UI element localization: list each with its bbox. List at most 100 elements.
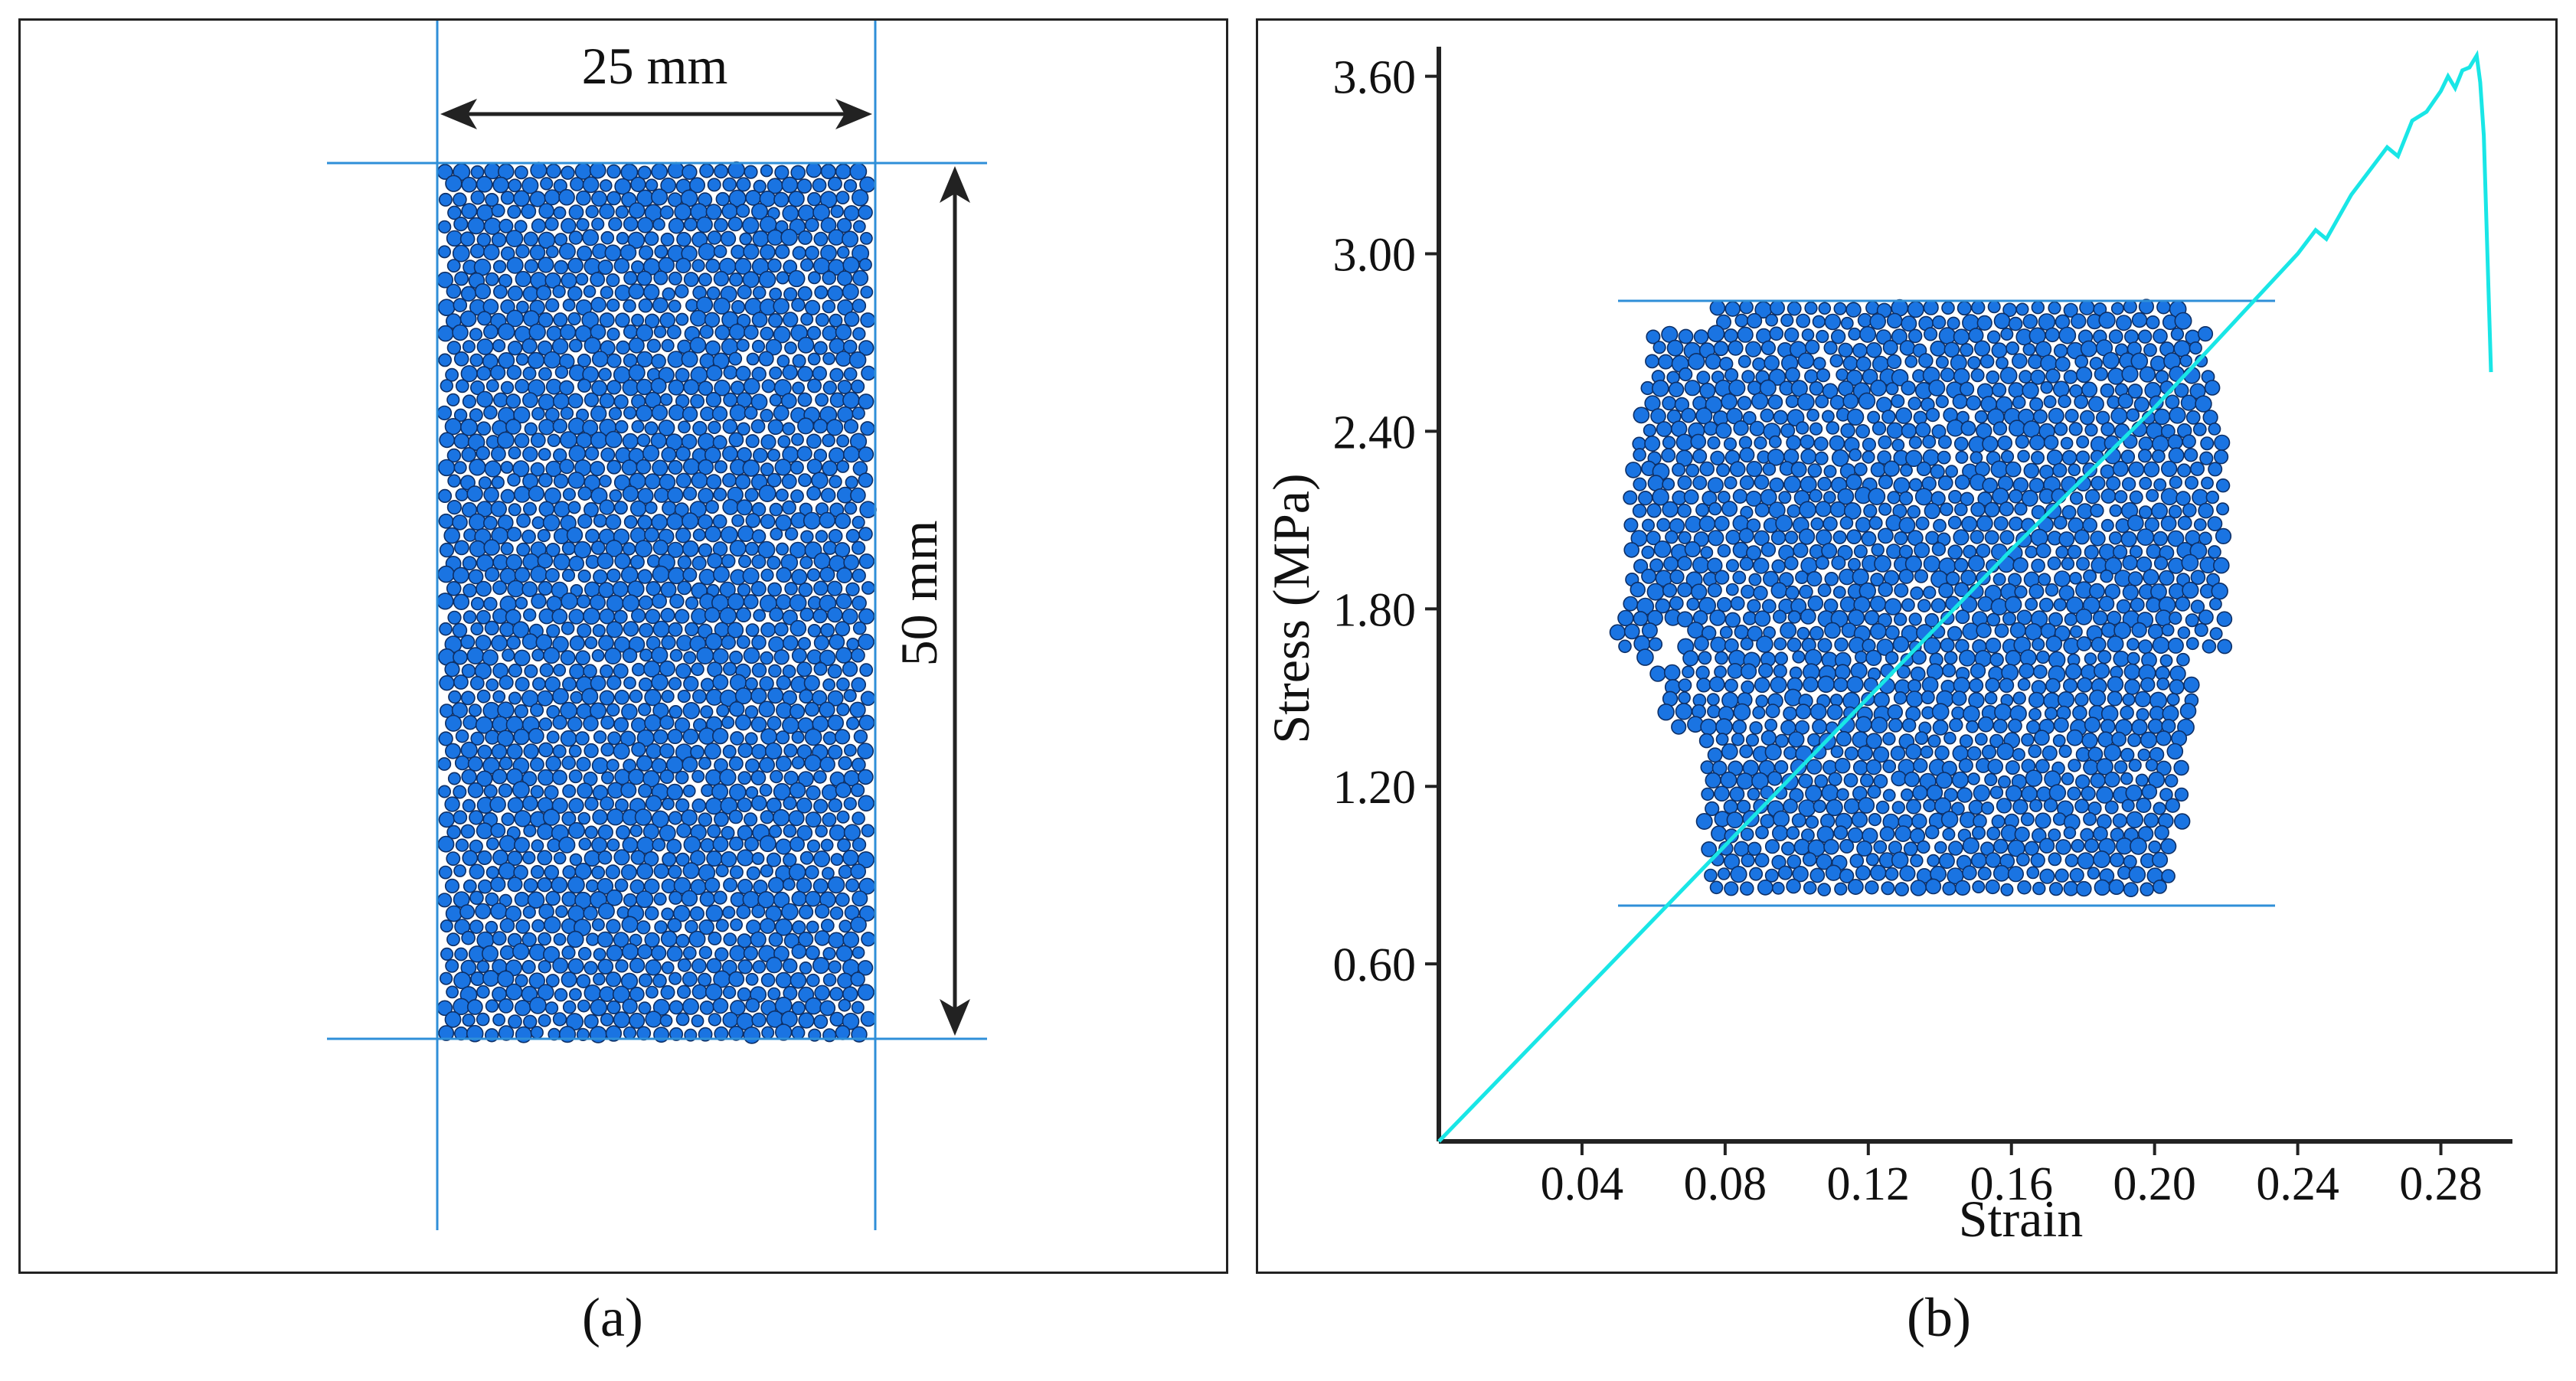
particle xyxy=(1877,450,1892,465)
particle xyxy=(462,1013,476,1027)
particle xyxy=(704,769,722,786)
particle xyxy=(769,502,783,517)
particle xyxy=(1888,718,1903,733)
particle xyxy=(2061,449,2077,465)
particle xyxy=(508,503,521,517)
particle xyxy=(729,650,744,664)
particle xyxy=(682,540,699,557)
particle xyxy=(751,1012,767,1028)
particle xyxy=(2042,745,2058,761)
particle xyxy=(1855,716,1872,733)
particle xyxy=(1832,530,1847,544)
particle xyxy=(672,904,691,922)
particle xyxy=(623,621,639,637)
particle xyxy=(1771,881,1785,895)
particle xyxy=(2055,545,2069,559)
particle xyxy=(446,824,461,840)
particle xyxy=(769,366,783,380)
particle xyxy=(1819,813,1836,829)
particle xyxy=(2153,531,2169,547)
particle xyxy=(545,890,561,906)
particle xyxy=(514,165,528,180)
particle xyxy=(567,716,583,732)
particle xyxy=(1910,586,1924,600)
particle xyxy=(1934,841,1947,854)
particle xyxy=(1865,880,1879,895)
particle xyxy=(767,987,781,1001)
particle xyxy=(483,217,502,235)
particle xyxy=(507,286,524,302)
particle xyxy=(527,891,545,909)
particle xyxy=(599,393,615,409)
particle xyxy=(682,756,698,773)
particle xyxy=(482,243,500,261)
particle xyxy=(690,745,705,759)
particle xyxy=(1937,475,1953,491)
particle xyxy=(1721,691,1739,709)
particle xyxy=(2197,326,2214,342)
particle xyxy=(714,379,731,397)
particle xyxy=(605,540,623,557)
particle xyxy=(2189,542,2208,560)
particle xyxy=(1715,651,1729,665)
particle xyxy=(1817,883,1832,896)
particle xyxy=(1741,370,1755,384)
particle xyxy=(552,957,569,974)
particle xyxy=(807,352,821,366)
particle xyxy=(668,217,685,234)
particle xyxy=(714,758,728,773)
particle xyxy=(701,784,714,798)
particle xyxy=(1709,880,1724,895)
particle xyxy=(1868,812,1882,827)
particle xyxy=(798,771,814,788)
particle xyxy=(446,341,462,355)
particle xyxy=(469,890,484,906)
particle xyxy=(1910,854,1924,868)
particle xyxy=(453,408,468,422)
particle xyxy=(729,540,747,557)
particle xyxy=(653,270,669,286)
particle xyxy=(522,1014,538,1030)
particle xyxy=(1685,515,1702,533)
particle xyxy=(1791,813,1806,828)
particle xyxy=(2084,488,2100,504)
particle xyxy=(682,567,698,583)
particle xyxy=(860,312,876,328)
particle xyxy=(1787,504,1801,518)
particle xyxy=(605,514,622,531)
particle xyxy=(1958,758,1973,773)
particle xyxy=(852,621,867,635)
particle xyxy=(713,297,731,315)
particle xyxy=(2100,383,2115,398)
x-tick-label: 0.16 xyxy=(1970,1158,2053,1210)
particle xyxy=(2130,597,2145,612)
particle xyxy=(1708,676,1725,693)
particle xyxy=(775,971,793,988)
particle xyxy=(662,797,675,811)
particle xyxy=(744,677,758,690)
particle xyxy=(783,853,797,867)
particle xyxy=(799,961,812,975)
particle xyxy=(1878,502,1892,516)
particle xyxy=(764,742,783,760)
particle xyxy=(1872,746,1890,763)
particle xyxy=(1966,720,1979,733)
particle xyxy=(623,216,639,232)
particle xyxy=(2038,573,2051,586)
particle xyxy=(2006,341,2020,355)
particle xyxy=(788,269,806,288)
particle xyxy=(1892,635,1910,653)
particle xyxy=(1974,733,1988,746)
particle xyxy=(569,988,582,1001)
particle xyxy=(2060,436,2074,450)
particle xyxy=(773,945,789,962)
particle xyxy=(1829,501,1846,518)
particle xyxy=(623,299,636,313)
particle xyxy=(1696,371,1711,385)
particle xyxy=(606,838,620,852)
particle xyxy=(452,514,468,531)
particle xyxy=(530,565,548,583)
particle xyxy=(2028,744,2042,759)
particle xyxy=(745,972,759,986)
particle xyxy=(470,190,485,205)
